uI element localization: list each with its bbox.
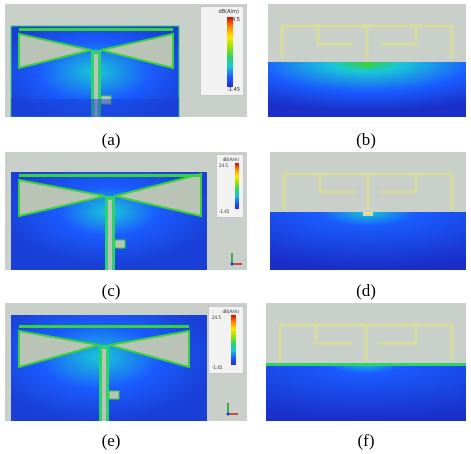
legend-c: dB(A/m) 24.5 -1.45 xyxy=(216,154,244,218)
axis-triad-icon xyxy=(226,403,238,416)
panel-e-field-plot xyxy=(5,303,247,421)
legend-max: 24.5 xyxy=(219,163,228,168)
legend-max: 24.5 xyxy=(228,17,240,23)
legend-color-bar xyxy=(227,17,233,87)
axis-triad-icon xyxy=(230,253,242,266)
legend-color-bar xyxy=(231,315,236,365)
legend-a: dB(A/m) 24.5 -1.45 xyxy=(200,6,244,96)
legend-min: -1.45 xyxy=(212,365,223,370)
panel-d-field-plot xyxy=(270,152,466,270)
legend-unit: dB(A/m) xyxy=(218,9,239,15)
legend-unit: dB(A/m) xyxy=(222,309,239,314)
legend-unit: dB(A/m) xyxy=(222,157,239,162)
caption-f: (f) xyxy=(357,431,375,450)
caption-a: (a) xyxy=(101,130,121,149)
legend-e: dB(A/m) 24.5 -1.45 xyxy=(208,306,244,374)
legend-min: -1.45 xyxy=(219,209,230,214)
caption-b: (b) xyxy=(356,130,376,149)
legend-color-bar xyxy=(235,163,239,209)
legend-min: -1.45 xyxy=(227,87,240,93)
caption-c: (c) xyxy=(101,281,121,300)
caption-d: (d) xyxy=(356,281,376,300)
panel-b-field-plot xyxy=(268,4,466,117)
panel-f-field-plot xyxy=(266,303,466,421)
caption-e: (e) xyxy=(101,431,121,450)
legend-max: 24.5 xyxy=(212,315,221,320)
panel-c-field-plot xyxy=(5,152,247,270)
